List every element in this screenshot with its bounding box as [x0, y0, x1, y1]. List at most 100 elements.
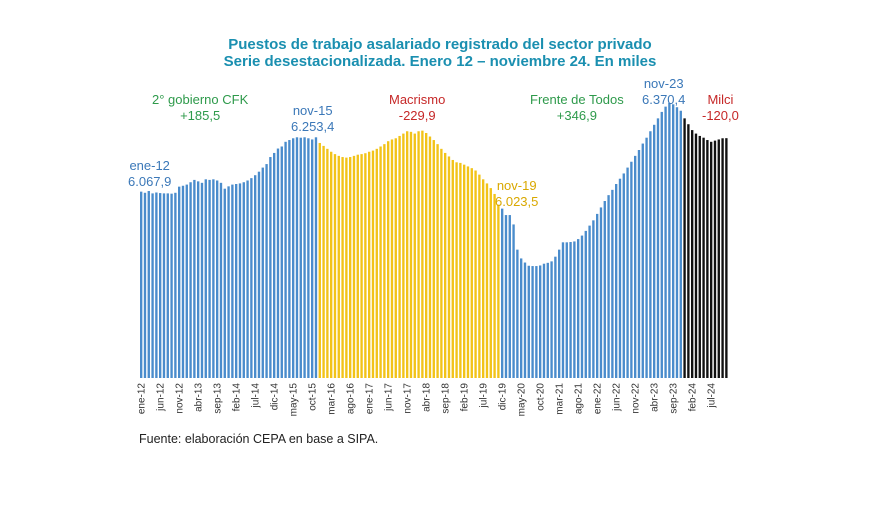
- bar: [406, 131, 409, 378]
- bar: [710, 141, 713, 378]
- bar: [345, 157, 348, 378]
- x-tick-label: feb-24: [688, 383, 699, 412]
- bar: [520, 258, 523, 378]
- bar: [413, 133, 416, 378]
- annotation-nov-19: nov-19 6.023,5: [495, 178, 538, 210]
- bar: [554, 256, 557, 378]
- bar: [592, 220, 595, 378]
- x-tick-label: may-20: [517, 383, 528, 417]
- bar: [596, 213, 599, 378]
- bar: [254, 175, 257, 378]
- bar: [626, 167, 629, 378]
- bar: [250, 178, 253, 378]
- bar: [550, 261, 553, 378]
- bar: [444, 152, 447, 378]
- chart-subtitle: Serie desestacionalizada. Enero 12 – nov…: [223, 53, 657, 70]
- bar: [512, 224, 515, 378]
- bar: [238, 183, 242, 378]
- bar: [151, 193, 154, 378]
- bar: [656, 118, 660, 379]
- bar: [584, 230, 587, 378]
- bar: [299, 137, 302, 378]
- bar: [398, 135, 401, 378]
- bar: [219, 182, 223, 378]
- bar: [383, 144, 386, 378]
- bar: [542, 263, 546, 378]
- bar: [428, 136, 432, 378]
- bar: [311, 139, 314, 378]
- bar: [470, 168, 473, 378]
- x-tick-label: mar-16: [327, 383, 338, 415]
- bar: [577, 239, 580, 378]
- bar: [694, 133, 698, 378]
- annotation-nov-15-value: 6.253,4: [291, 119, 335, 134]
- bar: [698, 135, 701, 378]
- bar: [394, 138, 397, 378]
- bar: [364, 153, 367, 378]
- bar: [618, 178, 622, 378]
- bar: [246, 180, 249, 378]
- bar: [653, 124, 656, 378]
- bar: [257, 171, 261, 378]
- annotation-cfk: 2° gobierno CFK +185,5: [152, 92, 248, 124]
- x-tick-label: sep-13: [213, 383, 224, 414]
- bar: [409, 131, 413, 378]
- x-tick-label: abr-18: [422, 383, 433, 412]
- bar: [474, 170, 477, 378]
- bar: [561, 242, 565, 378]
- annotation-macrismo-value: -229,9: [398, 108, 436, 123]
- bar: [197, 181, 200, 378]
- bar: [227, 186, 230, 378]
- x-tick-label: mar-21: [555, 383, 566, 415]
- x-tick-label: jun-22: [612, 383, 623, 412]
- bar: [284, 141, 287, 378]
- bar: [185, 184, 188, 378]
- bar: [174, 192, 177, 378]
- bar: [645, 137, 648, 378]
- bar: [417, 131, 420, 378]
- bar: [478, 174, 481, 378]
- bar: [516, 249, 519, 378]
- bar: [558, 249, 561, 378]
- bar: [721, 138, 724, 378]
- bar: [440, 148, 443, 378]
- bar: [683, 118, 686, 379]
- bar: [352, 155, 356, 378]
- bar: [170, 193, 173, 378]
- bar: [143, 192, 147, 378]
- bar: [193, 179, 196, 378]
- x-tick-label: nov-12: [175, 383, 186, 414]
- x-tick-label: feb-14: [232, 383, 243, 412]
- annotation-macrismo-label: Macrismo: [389, 92, 446, 107]
- bar: [292, 138, 295, 378]
- bar: [687, 124, 690, 378]
- bar: [242, 182, 245, 378]
- bar: [641, 143, 644, 378]
- annotation-fdt: Frente de Todos +346,9: [530, 92, 624, 124]
- bar: [455, 162, 458, 378]
- bar: [379, 146, 382, 378]
- bar: [725, 138, 728, 378]
- bar: [691, 130, 694, 378]
- bar: [155, 192, 158, 378]
- annotation-nov-15: nov-15 6.253,4: [291, 103, 334, 135]
- annotation-nov-19-label: nov-19: [496, 178, 537, 193]
- bar: [637, 150, 641, 378]
- x-tick-label: ago-21: [574, 383, 585, 415]
- bar: [303, 137, 306, 378]
- bar: [466, 166, 470, 378]
- bar: [368, 151, 371, 378]
- bar: [269, 157, 272, 378]
- bar: [535, 266, 538, 378]
- x-tick-label: nov-22: [631, 383, 642, 414]
- bar: [421, 130, 424, 378]
- bar: [622, 173, 625, 378]
- annotation-milei-value: -120,0: [702, 108, 739, 123]
- x-tick-label: jun-12: [156, 383, 167, 412]
- x-tick-label: oct-15: [308, 383, 319, 411]
- annotation-nov-15-label: nov-15: [292, 103, 333, 118]
- x-tick-label: jul-19: [479, 383, 490, 409]
- bar: [630, 161, 633, 378]
- annotation-ene-12: ene-12 6.067,9: [128, 158, 171, 190]
- bar: [531, 266, 534, 378]
